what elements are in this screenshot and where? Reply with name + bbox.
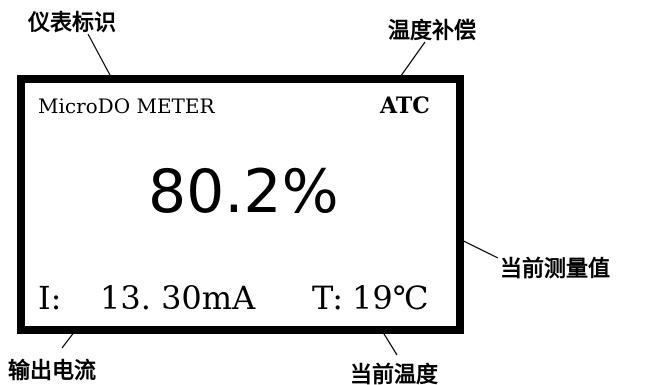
current-label: I: [38,279,61,317]
current-value-callout: 当前测量值 [500,256,610,282]
temp-label: T: [312,279,343,317]
temp-value-text: 19℃ [352,279,429,317]
temp-comp-callout: 温度补偿 [388,18,476,44]
measurement-reading: 80.2% [148,157,339,227]
current-value-text: 13. 30mA [100,279,256,317]
meter-name-text: MicroDO METER [38,94,215,118]
output-current-callout: 输出电流 [8,358,96,384]
temp-comp-leader [397,41,426,81]
current-temp-callout: 当前温度 [350,362,439,385]
atc-indicator: ATC [379,93,430,119]
meter-id-callout: 仪表标识 [27,10,116,36]
display-frame [17,75,464,334]
